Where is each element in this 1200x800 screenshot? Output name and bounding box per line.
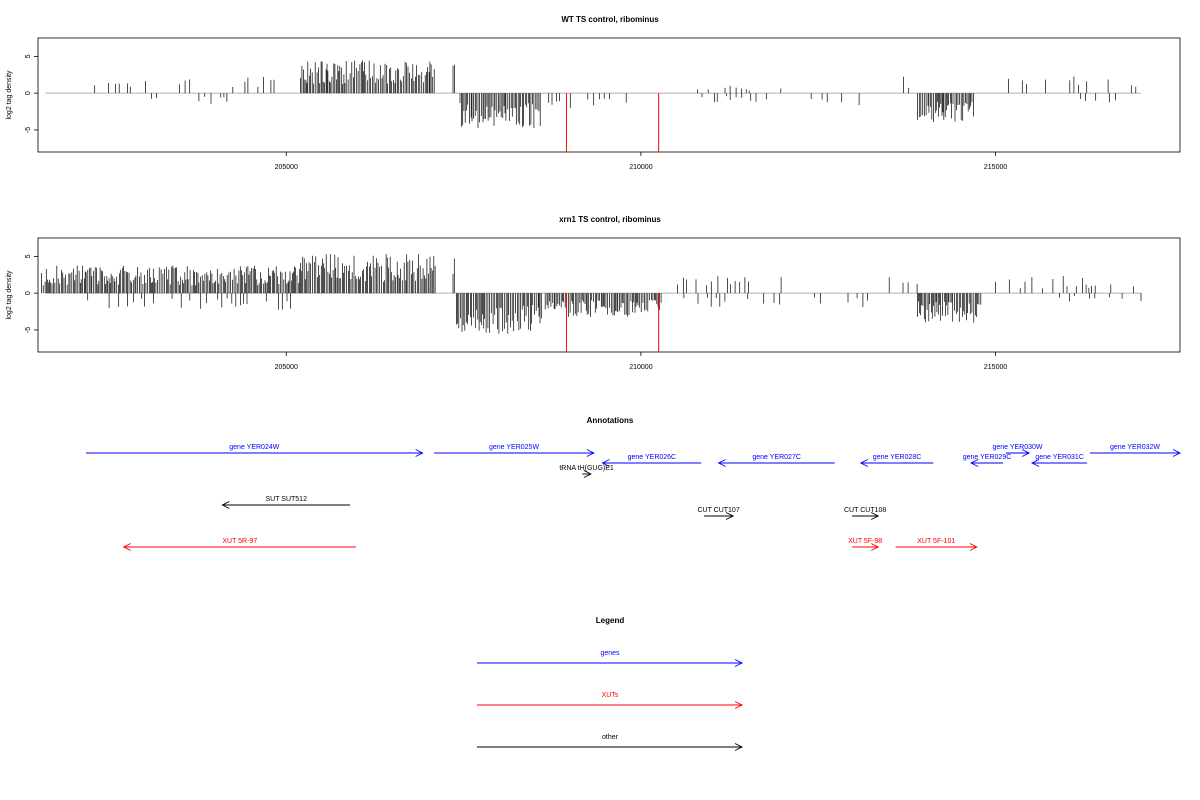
annotation-feature: XUT 5F-98	[848, 538, 882, 551]
x-tick-label: 215000	[984, 364, 1007, 371]
panel-title: WT TS control, ribominus	[561, 15, 659, 24]
annotation-feature: gene YER026C	[601, 454, 702, 467]
annotation-feature: CUT CUT107	[697, 507, 740, 520]
annotation-label: gene YER030W	[992, 444, 1042, 451]
x-tick-label: 205000	[275, 364, 298, 371]
coverage-bars	[45, 60, 1141, 152]
xrn1-coverage-panel: xrn1 TS control, ribominus log2 tag dens…	[6, 215, 1181, 371]
x-tick-label: 210000	[629, 164, 652, 171]
annotation-label: gene YER026C	[628, 454, 677, 461]
coverage-bars	[41, 254, 1142, 352]
y-tick-label: -5	[25, 327, 32, 333]
x-tick-label: 210000	[629, 364, 652, 371]
annotation-label: gene YER029C	[963, 454, 1012, 461]
legend-entry: XUTs	[477, 692, 744, 709]
annotation-label: gene YER032W	[1110, 444, 1160, 451]
y-tick-label: 5	[25, 54, 32, 58]
annotation-feature: tRNA tH(GUG)E1	[559, 465, 614, 478]
plot-frame	[37, 237, 1181, 353]
annotation-tracks: gene YER024W gene YER025W gene YER026C gene…	[86, 444, 1182, 551]
annotations-title: Annotations	[587, 416, 634, 425]
annotation-feature: XUT 5R-97	[122, 538, 356, 551]
annotation-feature: gene YER027C	[717, 454, 835, 467]
annotation-feature: gene YER029C	[963, 454, 1012, 467]
annotation-feature: XUT 5F-101	[895, 538, 978, 551]
legend-label: genes	[600, 650, 620, 657]
y-tick-label: 0	[25, 291, 32, 295]
legend-label: XUTs	[602, 692, 619, 699]
axes: 205000 210000 215000 5 0 -5	[25, 254, 1007, 371]
annotation-feature: SUT SUT512	[221, 496, 351, 509]
annotation-label: gene YER025W	[489, 444, 539, 451]
annotation-feature: gene YER024W	[86, 444, 424, 457]
wt-coverage-panel: WT TS control, ribominus log2 tag densit…	[6, 15, 1181, 171]
legend: genes XUTs other	[477, 650, 744, 751]
annotation-label: tRNA tH(GUG)E1	[559, 465, 614, 472]
y-tick-label: -5	[25, 127, 32, 133]
annotation-label: gene YER024W	[229, 444, 279, 451]
annotation-label: gene YER027C	[752, 454, 801, 461]
y-axis-label: log2 tag density	[6, 70, 13, 120]
annotation-feature: gene YER030W	[992, 444, 1043, 457]
annotation-label: gene YER031C	[1035, 454, 1084, 461]
annotation-label: gene YER028C	[873, 454, 922, 461]
annotation-label: SUT SUT512	[265, 496, 307, 503]
legend-title: Legend	[596, 616, 625, 625]
annotation-label: CUT CUT107	[697, 507, 739, 514]
annotation-label: XUT 5R-97	[222, 538, 257, 545]
y-tick-label: 5	[25, 254, 32, 258]
legend-label: other	[602, 734, 619, 741]
annotation-feature: gene YER025W	[434, 444, 595, 457]
x-tick-label: 205000	[275, 164, 298, 171]
annotation-feature: gene YER032W	[1090, 444, 1182, 457]
legend-entry: other	[477, 734, 744, 751]
axes: 205000 210000 215000 5 0 -5	[25, 54, 1007, 171]
y-axis-label: log2 tag density	[6, 270, 13, 320]
annotation-feature: CUT CUT108	[844, 507, 886, 520]
plot-frame	[37, 37, 1181, 153]
x-tick-label: 215000	[984, 164, 1007, 171]
annotation-label: CUT CUT108	[844, 507, 886, 514]
annotation-label: XUT 5F-98	[848, 538, 882, 545]
annotation-feature: gene YER031C	[1030, 454, 1088, 467]
panel-title: xrn1 TS control, ribominus	[559, 215, 661, 224]
legend-entry: genes	[477, 650, 744, 667]
annotation-label: XUT 5F-101	[917, 538, 955, 545]
annotation-feature: gene YER028C	[859, 454, 934, 467]
y-tick-label: 0	[25, 91, 32, 95]
